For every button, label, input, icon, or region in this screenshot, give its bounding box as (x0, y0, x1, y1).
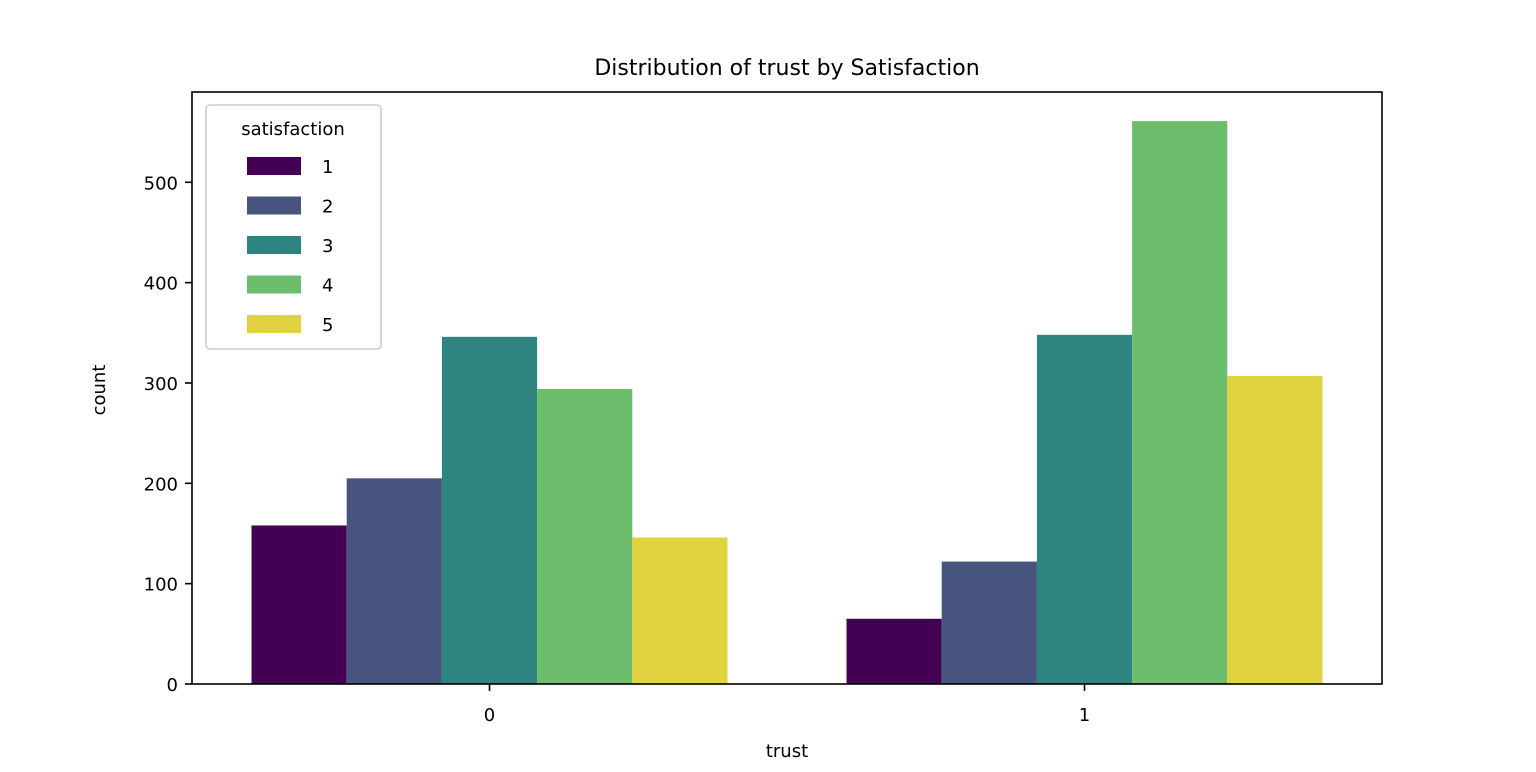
y-tick-label: 400 (144, 274, 178, 295)
y-axis: 0 100 200 300 400 500 (144, 173, 192, 696)
bar-trust-1-satisfaction-3 (1036, 334, 1133, 684)
y-axis-label: count (89, 365, 110, 416)
legend-label-1: 1 (322, 157, 333, 178)
legend-label-2: 2 (322, 197, 333, 218)
y-tick-label: 200 (144, 474, 178, 495)
y-tick-label: 500 (144, 173, 178, 194)
legend-label-5: 5 (322, 315, 333, 336)
bar-trust-1-satisfaction-4 (1132, 121, 1228, 685)
chart-title: Distribution of trust by Satisfaction (594, 56, 979, 81)
legend-swatch-5 (247, 315, 301, 333)
bar-trust-1-satisfaction-5 (1227, 375, 1323, 684)
legend-swatch-1 (247, 157, 301, 175)
bar-trust-0-satisfaction-3 (441, 336, 538, 684)
legend-swatch-3 (247, 236, 301, 254)
x-tick-label: 1 (1079, 705, 1090, 726)
legend-label-3: 3 (322, 236, 333, 257)
legend-label-4: 4 (322, 276, 333, 297)
y-tick-label: 0 (167, 675, 178, 696)
plot-frame (191, 91, 1383, 685)
bar-trust-1-satisfaction-1 (846, 618, 942, 684)
legend-box (205, 104, 382, 350)
bar-trust-0-satisfaction-1 (251, 525, 347, 684)
legend-swatch-4 (247, 275, 301, 294)
bar-trust-0-satisfaction-4 (537, 389, 633, 684)
bar-trust-1-satisfaction-2 (941, 561, 1037, 684)
legend: satisfaction 1 2 3 4 5 (205, 104, 382, 350)
y-tick-label: 300 (144, 374, 178, 395)
bars-layer (251, 121, 1323, 685)
x-axis-label: trust (766, 741, 808, 762)
legend-swatch-2 (247, 196, 301, 215)
bar-trust-0-satisfaction-2 (346, 478, 442, 684)
bar-trust-0-satisfaction-5 (632, 537, 728, 684)
y-tick-label: 100 (144, 575, 178, 596)
x-tick-label: 0 (484, 705, 495, 726)
legend-title: satisfaction (241, 119, 345, 140)
